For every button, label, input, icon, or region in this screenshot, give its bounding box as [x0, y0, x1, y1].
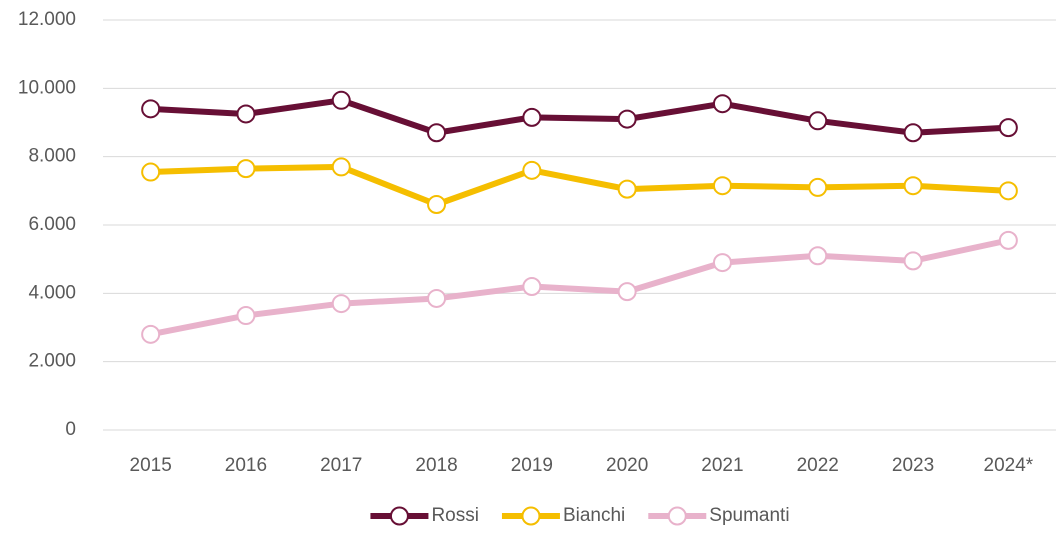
series-line: [150, 97, 1009, 136]
x-tick-label: 2018: [415, 455, 457, 476]
data-point: [903, 251, 923, 271]
data-point: [141, 99, 161, 119]
data-point: [808, 111, 828, 131]
x-tick-label: 2016: [225, 455, 267, 476]
data-point: [903, 123, 923, 143]
data-point: [236, 306, 256, 326]
data-point: [331, 90, 351, 110]
data-point: [712, 176, 732, 196]
legend-label: Spumanti: [709, 505, 789, 526]
x-tick-label: 2019: [511, 455, 553, 476]
x-tick-label: 2021: [701, 455, 743, 476]
data-point: [236, 159, 256, 179]
data-point: [522, 107, 542, 127]
data-point: [998, 181, 1018, 201]
y-tick-label: 8.000: [28, 146, 76, 167]
data-point: [236, 104, 256, 124]
data-point: [998, 230, 1018, 250]
data-point: [331, 157, 351, 177]
series-line: [150, 237, 1009, 338]
legend-label: Bianchi: [563, 505, 625, 526]
x-tick-label: 2020: [606, 455, 648, 476]
y-tick-label: 6.000: [28, 214, 76, 235]
x-tick-label: 2015: [130, 455, 172, 476]
data-point: [331, 294, 351, 314]
x-tick-label: 2017: [320, 455, 362, 476]
series-line: [150, 163, 1009, 208]
data-point: [617, 109, 637, 129]
y-tick-label: 4.000: [28, 282, 76, 303]
data-point: [522, 277, 542, 296]
y-tick-label: 2.000: [28, 351, 76, 372]
y-tick-label: 10.000: [18, 77, 76, 98]
data-point: [903, 176, 923, 196]
legend-marker: [667, 506, 687, 526]
data-point: [427, 195, 447, 214]
data-point: [712, 94, 732, 114]
data-point: [427, 288, 447, 308]
y-tick-label: 0: [65, 419, 76, 440]
legend-marker: [389, 506, 409, 526]
data-point: [712, 253, 732, 273]
data-point: [617, 179, 637, 199]
legend-marker: [521, 506, 541, 526]
y-tick-label: 12.000: [18, 9, 76, 30]
data-point: [141, 162, 161, 182]
x-tick-label: 2023: [892, 455, 934, 476]
x-tick-label: 2022: [797, 455, 839, 476]
data-point: [427, 123, 447, 143]
data-point: [522, 160, 542, 180]
data-point: [808, 177, 828, 197]
x-tick-label: 2024*: [984, 455, 1034, 476]
data-point: [617, 282, 637, 302]
data-point: [998, 118, 1018, 138]
data-point: [141, 324, 161, 344]
data-point: [808, 246, 828, 266]
legend-label: Rossi: [431, 505, 479, 526]
